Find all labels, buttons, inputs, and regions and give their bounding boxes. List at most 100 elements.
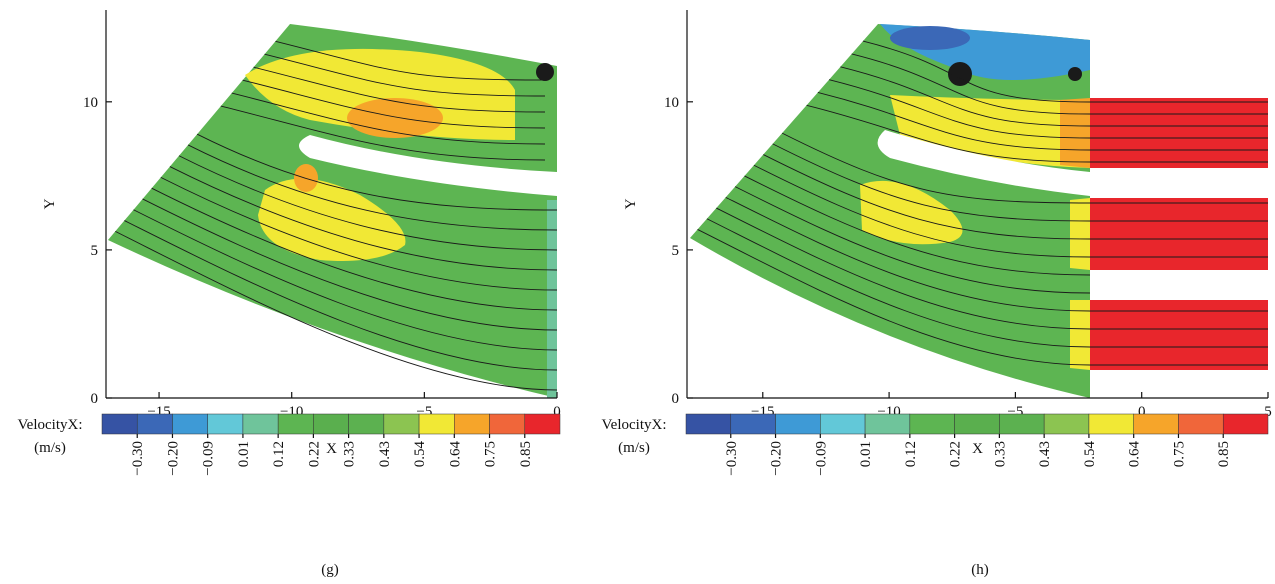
colorbar-tick-label: 0.75 [483,441,499,467]
streamline [806,104,1268,163]
colorbar-tick-label: −0.30 [130,441,146,476]
streamline [169,166,558,271]
streamline [133,209,558,351]
colorbar-swatch [277,413,314,435]
colorbar-swatch [136,413,173,435]
colorbar-tick-label: 0.12 [903,441,919,467]
colorbar-tick-label: 0.01 [858,441,874,467]
colorbar-tick-label: 0.85 [1216,441,1232,467]
colorbar-tick-label: 0.43 [377,441,393,467]
x-tick-label: 5 [1264,404,1272,420]
streamline [115,230,558,391]
colorbar-tick-label: 0.22 [948,441,964,467]
colorbar-swatch [242,413,279,435]
streamline [253,66,546,113]
y-axis-label: Y [42,198,58,209]
colorbar-swatch [1133,413,1179,435]
streamline [772,143,1268,222]
streamline [829,79,1268,139]
colorbar-swatch [909,413,955,435]
colorbar-tick-label: 0.12 [271,441,287,467]
streamline [716,207,1268,330]
colorbar-tick-label: 0.64 [447,441,463,468]
colorbar-swatch [775,413,821,435]
flow-field [108,24,557,398]
streamline [763,154,1268,240]
colorbar-swatch [207,413,244,435]
flow-field [690,24,1268,398]
streamlines [115,40,1268,391]
y-tick-label: 5 [91,243,99,259]
colorbar-swatch [685,413,732,435]
colorbar-swatch [1222,413,1269,435]
y-tick-label: 5 [672,243,680,259]
colorbar-tick-label: −0.09 [813,441,829,476]
colorbar-tick-label: −0.20 [769,441,785,476]
x-tick-label: 0 [1138,404,1146,420]
x-tick-label: 0 [553,404,561,420]
caption: (g) [321,562,339,578]
streamline [142,198,558,331]
colorbar-tick-label: 0.75 [1171,441,1187,467]
x-axis-label: X [326,441,337,457]
colorbar-tick-label: −0.30 [724,441,740,476]
streamline [242,79,546,129]
streamline [851,53,1268,115]
streamline [187,144,558,231]
streamline [862,40,1268,103]
colorbar-tick-label: −0.09 [201,441,217,476]
colorbar-swatch [383,413,420,435]
colorbar-swatch [1088,413,1134,435]
colorbar-tick-label: 0.54 [1082,441,1098,468]
colorbar-tick-label: 0.33 [992,441,1008,467]
streamline [151,187,558,311]
streamline [753,164,1268,258]
streamline [725,196,1268,312]
colorbar-unit: (m/s) [34,440,66,456]
colorbar-swatch [999,413,1045,435]
colorbar-title: VelocityX: [602,417,667,433]
y-tick-label: 0 [91,391,99,407]
streamline [160,176,558,291]
colorbar-swatch [820,413,866,435]
y-tick-label: 10 [83,95,98,111]
colorbar-tick-label: 0.01 [236,441,252,467]
colorbar-swatch [172,413,208,435]
colorbar-unit: (m/s) [618,440,650,456]
streamline [734,186,1091,294]
streamline [275,40,546,81]
streamline [840,66,1268,127]
streamline [706,218,1268,348]
y-tick-label: 0 [672,391,680,407]
colorbar-swatch [1043,413,1090,435]
colorbar-swatch [313,413,349,435]
colorbar-swatch [101,413,138,435]
colorbar-swatch [954,413,1000,435]
caption: (h) [971,562,989,578]
colorbar-swatch [418,413,455,435]
colorbar-title: VelocityX: [18,417,83,433]
colorbar-tick-label: 0.33 [342,441,358,467]
x-axis-label: X [972,441,983,457]
colorbar-tick-label: 0.22 [306,441,322,467]
streamline [817,92,1268,151]
colorbar-swatch [730,413,776,435]
y-axis-label: Y [623,198,639,209]
streamline [124,220,558,371]
colorbar-swatch [1178,413,1224,435]
streamline [264,53,546,97]
streamline [178,155,558,251]
streamline [220,105,546,161]
streamline [231,92,546,145]
streamline [744,175,1091,276]
colorbar-swatch [864,413,911,435]
y-tick-label: 10 [664,95,679,111]
colorbar-tick-label: 0.54 [412,441,428,468]
colorbar-tick-label: 0.43 [1037,441,1053,467]
colorbar-tick-label: −0.20 [165,441,181,476]
colorbar-swatch [454,413,490,435]
colorbar-swatch [524,413,561,435]
streamline [781,132,1268,204]
colorbar-swatch [348,413,385,435]
